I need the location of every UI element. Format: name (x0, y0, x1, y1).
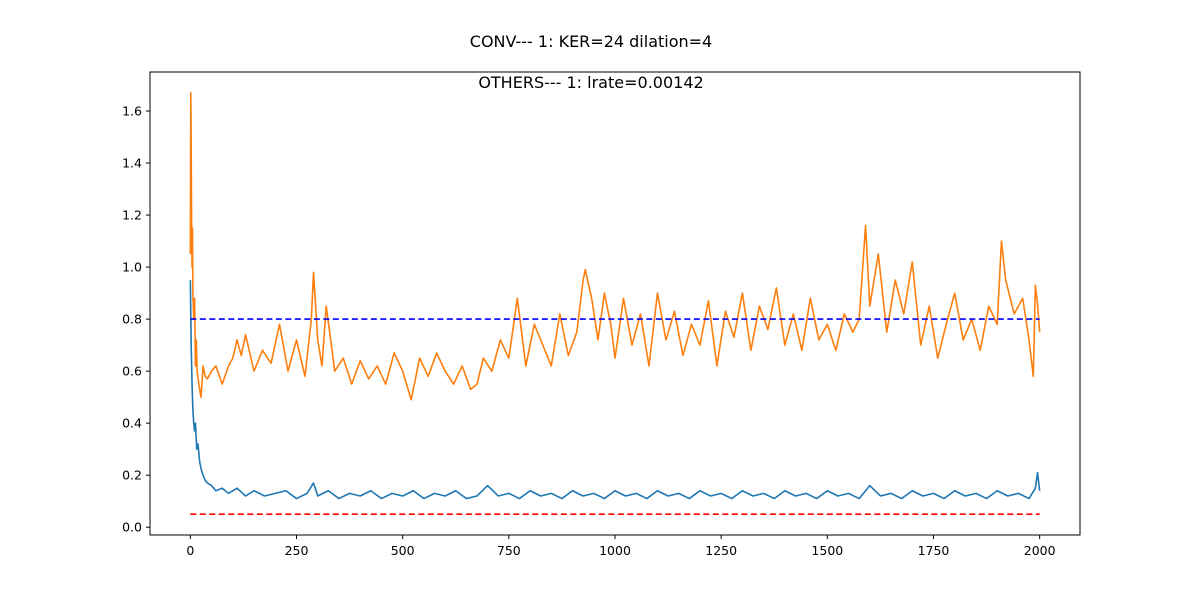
y-tick-label: 0.6 (122, 364, 142, 379)
series-line-2 (189, 92, 1041, 401)
chart-subtitle: OTHERS--- 1: lrate=0.00142 (478, 73, 703, 92)
series-layer (189, 92, 1041, 515)
x-tick-label: 1750 (918, 543, 950, 558)
y-tick-label: 0.4 (122, 416, 142, 431)
x-tick-label: 1250 (705, 543, 737, 558)
x-tick-label: 0 (186, 543, 194, 558)
y-tick-label: 0.8 (122, 312, 142, 327)
x-axis: 0 250 500 750 1000 1250 1500 1750 2000 (186, 535, 1056, 558)
y-tick-label: 0.0 (122, 520, 142, 535)
axes-background (150, 72, 1080, 535)
x-tick-label: 1500 (811, 543, 843, 558)
plot-area: 0 250 500 750 1000 1250 1500 1750 2000 0.0 0.2 0.4… (122, 71, 1081, 558)
x-tick-label: 250 (285, 543, 309, 558)
y-tick-label: 1.4 (122, 156, 142, 171)
y-axis: 0.0 0.2 0.4 0.6 0.8 1.0 1.2 1.4 1.6 (122, 104, 150, 535)
x-tick-label: 1000 (599, 543, 631, 558)
series-line-1 (189, 280, 1041, 500)
x-tick-label: 500 (391, 543, 415, 558)
x-tick-label: 2000 (1024, 543, 1056, 558)
y-tick-label: 0.2 (122, 468, 142, 483)
y-tick-label: 1.6 (122, 104, 142, 119)
y-tick-label: 1.2 (122, 208, 142, 223)
chart-title: CONV--- 1: KER=24 dilation=4 (470, 32, 712, 51)
y-tick-label: 1.0 (122, 260, 142, 275)
x-tick-label: 750 (497, 543, 521, 558)
